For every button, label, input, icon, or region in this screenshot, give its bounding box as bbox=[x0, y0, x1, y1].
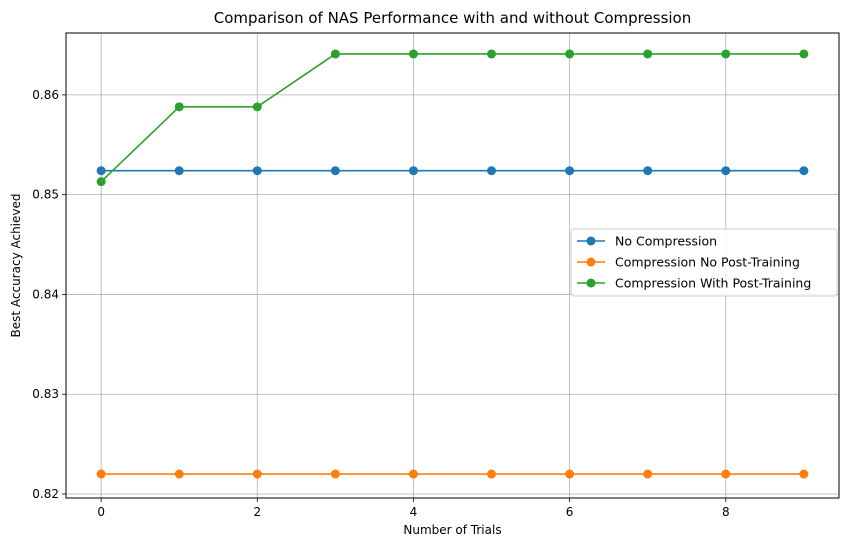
x-axis-label: Number of Trials bbox=[403, 523, 501, 537]
legend: No Compression Compression No Post-Traini… bbox=[570, 228, 838, 297]
y-tick-label: 0.82 bbox=[32, 487, 59, 501]
data-point bbox=[487, 166, 497, 176]
series-line bbox=[100, 53, 804, 183]
x-tick-label: 0 bbox=[97, 505, 105, 519]
data-point bbox=[408, 49, 418, 59]
data-point bbox=[174, 469, 184, 479]
y-axis-label: Best Accuracy Achieved bbox=[9, 193, 23, 337]
data-point bbox=[330, 49, 340, 59]
data-point bbox=[799, 49, 809, 59]
data-point bbox=[799, 469, 809, 479]
data-point bbox=[643, 166, 653, 176]
x-tick-label: 6 bbox=[566, 505, 574, 519]
data-point bbox=[330, 469, 340, 479]
data-point bbox=[487, 49, 497, 59]
data-point bbox=[565, 469, 575, 479]
legend-entry: Compression No Post-Training bbox=[615, 255, 800, 270]
legend-marker bbox=[586, 278, 596, 288]
y-tick-label: 0.85 bbox=[32, 188, 59, 202]
tick-layer: 0 2 4 6 8 0.82 0.83 0.84 0.85 0.86 bbox=[32, 88, 729, 519]
data-point bbox=[96, 469, 106, 479]
data-point bbox=[721, 49, 731, 59]
legend-marker bbox=[586, 236, 596, 246]
y-tick-label: 0.83 bbox=[32, 387, 59, 401]
data-point bbox=[96, 166, 106, 176]
y-tick-label: 0.84 bbox=[32, 287, 59, 301]
data-point bbox=[487, 469, 497, 479]
data-point bbox=[721, 469, 731, 479]
data-point bbox=[252, 469, 262, 479]
data-point bbox=[174, 166, 184, 176]
legend-box bbox=[570, 228, 838, 297]
series-layer bbox=[96, 49, 809, 479]
data-point bbox=[721, 166, 731, 176]
data-point bbox=[252, 102, 262, 112]
data-point bbox=[174, 102, 184, 112]
legend-marker bbox=[586, 257, 596, 267]
data-point bbox=[643, 469, 653, 479]
data-point bbox=[408, 166, 418, 176]
legend-entry: No Compression bbox=[615, 234, 717, 249]
data-point bbox=[799, 166, 809, 176]
data-point bbox=[565, 49, 575, 59]
data-point bbox=[252, 166, 262, 176]
chart-title: Comparison of NAS Performance with and w… bbox=[214, 9, 691, 27]
x-tick-label: 2 bbox=[253, 505, 261, 519]
data-point bbox=[643, 49, 653, 59]
data-point bbox=[330, 166, 340, 176]
legend-entry: Compression With Post-Training bbox=[615, 276, 811, 291]
x-tick-label: 8 bbox=[722, 505, 730, 519]
data-point bbox=[565, 166, 575, 176]
data-point bbox=[96, 177, 106, 187]
x-tick-label: 4 bbox=[410, 505, 418, 519]
data-point bbox=[408, 469, 418, 479]
plot-frame bbox=[65, 32, 840, 499]
y-tick-label: 0.86 bbox=[32, 88, 59, 102]
